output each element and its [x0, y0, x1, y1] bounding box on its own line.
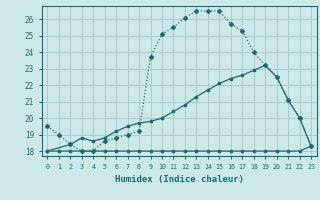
X-axis label: Humidex (Indice chaleur): Humidex (Indice chaleur): [115, 175, 244, 184]
